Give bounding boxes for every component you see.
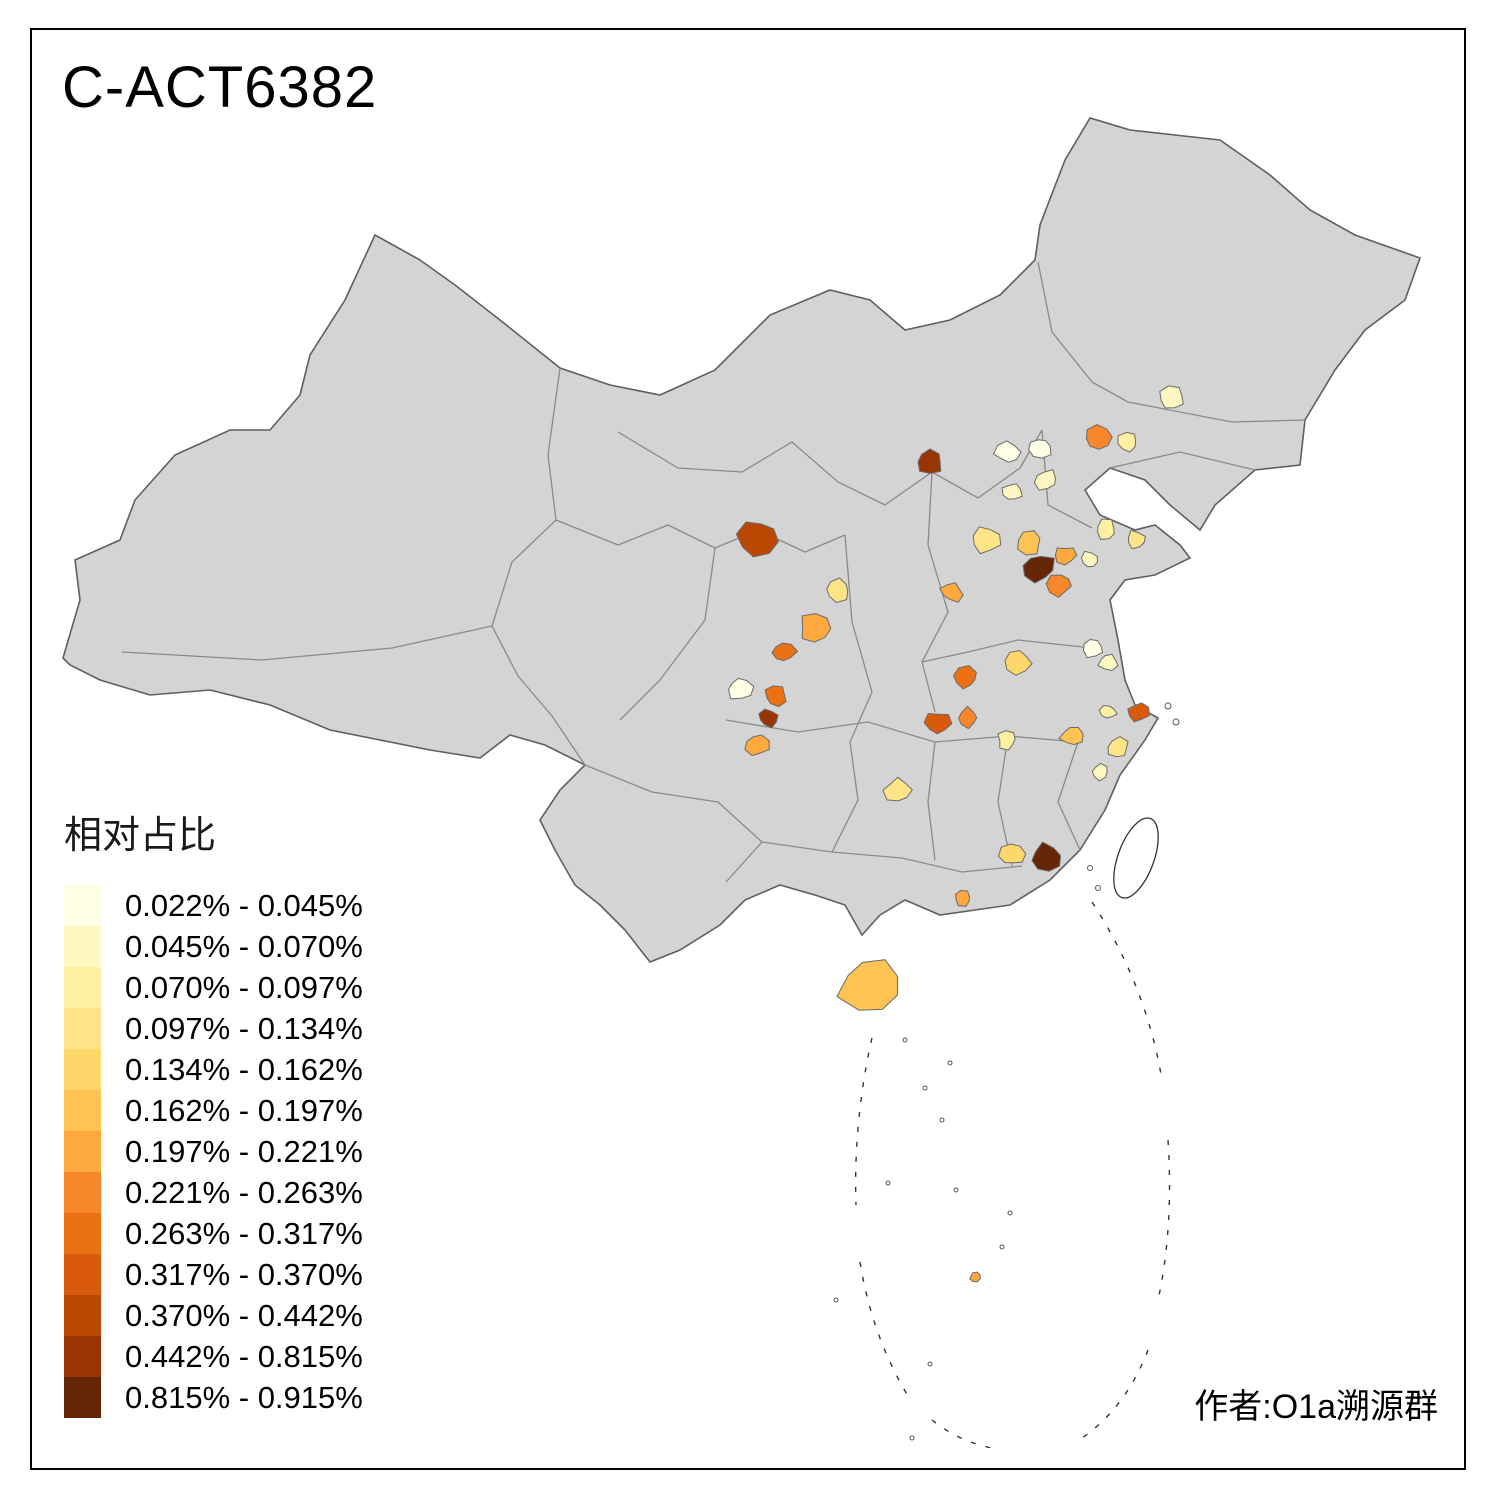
map-region	[1082, 638, 1104, 659]
map-region	[1127, 702, 1151, 723]
legend-swatch	[64, 1377, 101, 1418]
map-region	[938, 582, 964, 603]
legend-entry: 0.045% - 0.070%	[64, 926, 363, 967]
legend-entry: 0.317% - 0.370%	[64, 1254, 363, 1295]
map-region	[1054, 547, 1078, 566]
legend-swatch	[64, 1254, 101, 1295]
map-region	[727, 677, 755, 700]
map-region	[1085, 423, 1113, 450]
map-region	[735, 521, 779, 558]
map-region	[1117, 431, 1137, 453]
coastal-islet	[1087, 865, 1093, 871]
taiwan-island	[1113, 817, 1159, 899]
legend-label: 0.134% - 0.162%	[125, 1051, 363, 1087]
map-region	[826, 577, 849, 604]
legend-entry: 0.022% - 0.045%	[64, 885, 363, 926]
map-region	[1004, 649, 1033, 676]
coastal-islet	[1095, 885, 1101, 891]
legend-label: 0.097% - 0.134%	[125, 1010, 363, 1046]
legend-swatch	[64, 1336, 101, 1377]
map-region	[1107, 736, 1129, 758]
legend-swatch	[64, 967, 101, 1008]
legend-entry: 0.221% - 0.263%	[64, 1172, 363, 1213]
legend-label: 0.815% - 0.915%	[125, 1379, 363, 1415]
legend-entry: 0.134% - 0.162%	[64, 1049, 363, 1090]
legend-label: 0.197% - 0.221%	[125, 1133, 363, 1169]
legend-entry: 0.442% - 0.815%	[64, 1336, 363, 1377]
legend-label: 0.022% - 0.045%	[125, 887, 363, 923]
coastal-islet	[1164, 702, 1172, 710]
legend-swatch	[64, 1090, 101, 1131]
legend-swatch	[64, 1213, 101, 1254]
map-region	[744, 734, 770, 757]
map-region	[1028, 439, 1052, 459]
legend-entry: 0.815% - 0.915%	[64, 1377, 363, 1418]
map-region	[1001, 483, 1023, 500]
map-region	[969, 1271, 981, 1283]
coastal-islet	[1172, 718, 1180, 726]
legend-label: 0.263% - 0.317%	[125, 1215, 363, 1251]
map-region	[1031, 841, 1062, 872]
map-region	[1159, 385, 1184, 409]
map-region	[992, 440, 1022, 463]
legend-entries: 0.022% - 0.045% 0.045% - 0.070% 0.070% - 0…	[64, 885, 363, 1418]
legend-entry: 0.370% - 0.442%	[64, 1295, 363, 1336]
map-region	[997, 730, 1016, 751]
map-region	[1045, 574, 1072, 599]
legend-label: 0.162% - 0.197%	[125, 1092, 363, 1128]
legend-swatch	[64, 926, 101, 967]
legend-label: 0.070% - 0.097%	[125, 969, 363, 1005]
legend-swatch	[64, 1049, 101, 1090]
map-region	[953, 665, 977, 690]
map-region	[957, 705, 978, 730]
map-region	[1017, 530, 1041, 556]
map-region	[764, 685, 787, 708]
choropleth-regions	[727, 385, 1184, 1283]
legend-entry: 0.263% - 0.317%	[64, 1213, 363, 1254]
legend-label: 0.442% - 0.815%	[125, 1338, 363, 1374]
map-region	[923, 712, 953, 735]
legend-entry: 0.070% - 0.097%	[64, 967, 363, 1008]
legend-entry: 0.162% - 0.197%	[64, 1090, 363, 1131]
attribution: 作者:O1a溯源群	[1194, 1388, 1438, 1426]
legend-entry: 0.097% - 0.134%	[64, 1008, 363, 1049]
legend-swatch	[64, 1295, 101, 1336]
map-region	[1033, 468, 1056, 491]
map-region	[1097, 653, 1119, 672]
map-region	[1058, 726, 1084, 746]
legend: 相对占比 0.022% - 0.045% 0.045% - 0.070% 0.070…	[64, 804, 363, 1418]
map-region	[1080, 550, 1098, 568]
map-region	[1097, 518, 1115, 540]
legend-label: 0.370% - 0.442%	[125, 1297, 363, 1333]
legend-swatch	[64, 885, 101, 926]
map-region	[1022, 555, 1055, 584]
province-borders	[121, 261, 1306, 883]
map-region	[972, 526, 1002, 555]
map-region	[1127, 529, 1147, 550]
map-region	[882, 776, 913, 802]
map-region	[801, 613, 832, 643]
legend-swatch	[64, 1172, 101, 1213]
sea-dash-line	[854, 901, 1171, 1449]
page-title: C-ACT6382	[62, 55, 378, 120]
map-region	[1098, 705, 1119, 719]
legend-label: 0.317% - 0.370%	[125, 1256, 363, 1292]
legend-swatch	[64, 1131, 101, 1172]
legend-entry: 0.197% - 0.221%	[64, 1131, 363, 1172]
map-region	[836, 959, 899, 1011]
map-region	[758, 708, 779, 729]
map-region	[771, 642, 799, 662]
legend-label: 0.045% - 0.070%	[125, 928, 363, 964]
map-region	[917, 448, 942, 474]
map-region	[1091, 762, 1108, 782]
map-region	[954, 889, 970, 907]
legend-label: 0.221% - 0.263%	[125, 1174, 363, 1210]
map-region	[998, 843, 1027, 864]
sea-islets	[833, 1037, 1013, 1441]
legend-title: 相对占比	[64, 815, 217, 857]
legend-swatch	[64, 1008, 101, 1049]
